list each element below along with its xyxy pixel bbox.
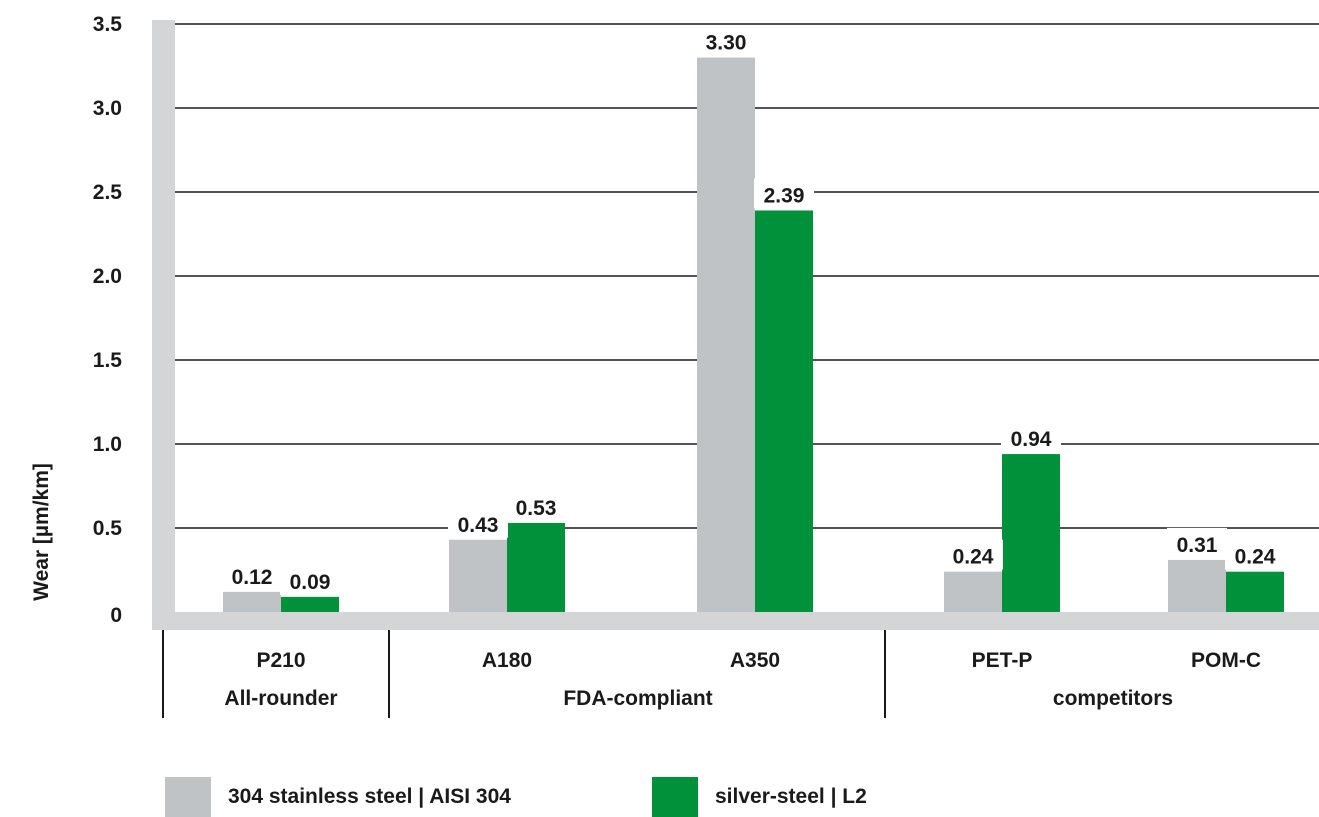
data-label: 3.30	[706, 32, 747, 55]
category-axis: P210 A180 A350 PET-P POM-C All-rounder F…	[162, 630, 1261, 718]
y-tick-labels: 0 0.5 1.0 1.5 2.0 2.5 3.0 3.5	[93, 13, 123, 627]
y-tick-label: 0.5	[93, 517, 123, 540]
y-tick-label: 3.5	[93, 13, 123, 36]
data-label: 0.24	[953, 546, 994, 569]
bar	[507, 522, 565, 612]
group-label: All-rounder	[224, 687, 337, 710]
y-axis-bar	[152, 20, 175, 630]
data-label-bg	[280, 564, 340, 595]
data-label-bg	[696, 25, 756, 56]
bar	[1168, 559, 1226, 612]
bars	[223, 57, 1284, 613]
data-labels: 0.12 0.43 3.30 0.24 0.31 0.09 0.53 2.39 0.94 0.24	[222, 25, 1285, 595]
data-label-bg	[1167, 527, 1227, 558]
y-tick-label: 1.5	[93, 349, 123, 372]
data-label-bg	[754, 178, 814, 209]
data-label: 0.31	[1177, 534, 1218, 557]
data-label-bg	[1001, 422, 1061, 453]
wear-bar-chart: 0 0.5 1.0 1.5 2.0 2.5 3.0 3.5 Wear [µm/km] 0.12…	[30, 13, 1319, 718]
data-label-bg	[448, 507, 508, 538]
data-label: 0.12	[232, 566, 273, 589]
bar	[755, 210, 813, 613]
data-label: 0.53	[516, 497, 557, 520]
group-label: FDA-compliant	[563, 687, 712, 710]
category-label: A180	[482, 649, 532, 672]
data-label-bg	[943, 539, 1003, 570]
bar	[944, 571, 1002, 612]
group-label: competitors	[1053, 687, 1173, 710]
bar	[697, 57, 755, 613]
legend-label: 304 stainless steel | AISI 304	[228, 785, 511, 808]
data-label: 0.43	[458, 514, 499, 537]
legend-swatch	[652, 777, 698, 817]
y-tick-label: 0	[110, 604, 122, 627]
data-label: 0.24	[1235, 546, 1276, 569]
bar	[1226, 571, 1284, 612]
y-tick-label: 2.0	[93, 265, 122, 288]
legend-swatch	[165, 777, 211, 817]
data-label: 0.09	[290, 571, 331, 594]
category-label: POM-C	[1191, 649, 1261, 672]
x-axis-bar	[152, 612, 1319, 630]
legend-item-stainless: 304 stainless steel | AISI 304	[165, 777, 511, 817]
data-label-bg	[222, 559, 282, 590]
legend-item-silver-steel: silver-steel | L2	[652, 777, 867, 817]
y-axis-label: Wear [µm/km]	[30, 463, 53, 601]
category-label: P210	[256, 649, 305, 672]
data-label: 2.39	[764, 184, 805, 207]
category-label: PET-P	[972, 649, 1033, 672]
legend-label: silver-steel | L2	[715, 785, 867, 808]
bar	[281, 596, 339, 612]
data-label: 0.94	[1011, 428, 1052, 451]
y-tick-label: 1.0	[93, 433, 122, 456]
data-label-bg	[1225, 539, 1285, 570]
bar	[223, 591, 281, 612]
data-label-bg	[506, 490, 566, 521]
y-tick-label: 2.5	[93, 181, 123, 204]
category-label: A350	[730, 649, 780, 672]
bar	[1002, 454, 1060, 612]
y-tick-label: 3.0	[93, 97, 122, 120]
bar	[449, 539, 507, 612]
